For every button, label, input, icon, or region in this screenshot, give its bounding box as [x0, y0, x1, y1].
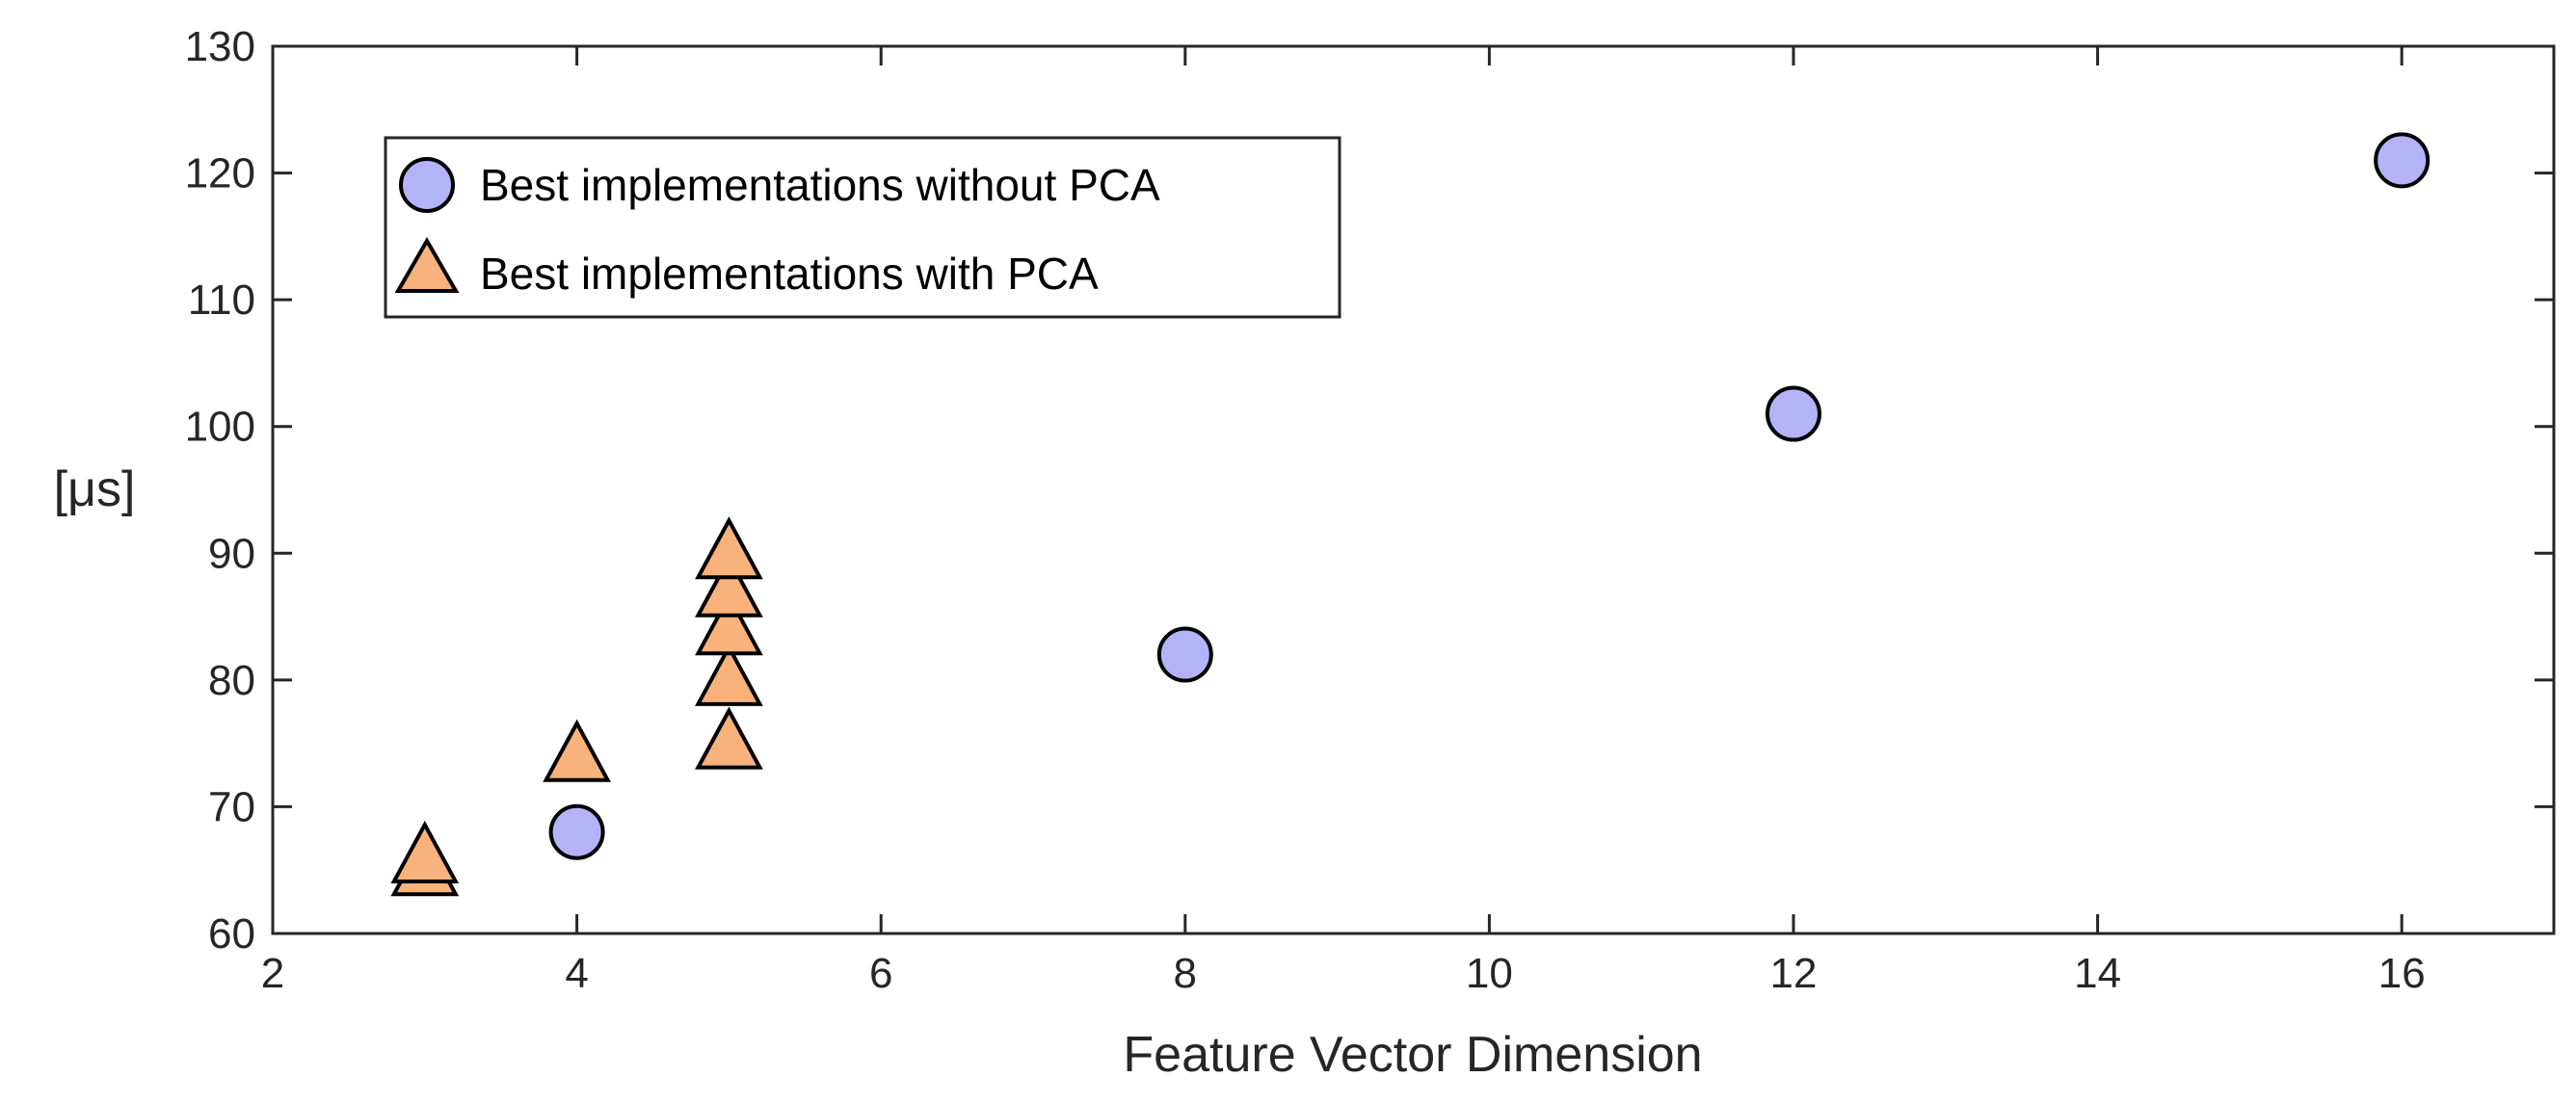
axis-ticks	[271, 44, 2554, 935]
triangle-point	[695, 706, 763, 770]
legend-circle-marker	[399, 157, 455, 213]
y-tick-label: 130	[185, 23, 255, 70]
legend-triangle-marker	[394, 236, 460, 293]
x-tick-label: 4	[565, 950, 588, 997]
y-axis-label: [μs]	[54, 461, 136, 517]
tick-labels: 2 4 6 8 10 12 14 16 60 70 80 90 100 110 120 130	[185, 23, 2426, 997]
data-markers	[390, 132, 2430, 897]
x-axis-label: Feature Vector Dimension	[1123, 1027, 1702, 1083]
legend-label-without-pca: Best implementations without PCA	[480, 160, 1160, 210]
y-tick-label: 80	[208, 657, 255, 704]
triangle-point	[695, 554, 763, 618]
y-tick-label: 110	[188, 276, 255, 324]
x-tick-label: 14	[2074, 950, 2121, 997]
legend-label-with-pca: Best implementations with PCA	[480, 249, 1099, 299]
x-tick-label: 12	[1770, 950, 1818, 997]
y-tick-label: 90	[208, 530, 255, 577]
x-tick-label: 10	[1466, 950, 1513, 997]
legend: Best implementations without PCA Best im…	[384, 136, 1341, 319]
triangle-point	[695, 516, 763, 580]
triangle-point	[390, 820, 460, 884]
circle-point	[1766, 385, 1821, 442]
x-tick-label: 8	[1174, 950, 1197, 997]
x-tick-label: 6	[869, 950, 892, 997]
plot-frame	[271, 44, 2556, 935]
circle-point	[1156, 626, 1213, 683]
y-tick-label: 100	[185, 404, 255, 451]
triangle-point	[695, 592, 763, 656]
triangle-point	[543, 719, 611, 782]
triangle-point	[695, 643, 763, 706]
y-tick-label: 120	[185, 150, 255, 197]
y-tick-label: 60	[208, 910, 255, 958]
y-tick-label: 70	[208, 783, 255, 830]
legend-box	[384, 136, 1341, 319]
circle-point	[2374, 132, 2430, 189]
circle-point	[548, 803, 605, 860]
x-tick-label: 2	[261, 950, 284, 997]
x-tick-label: 16	[2378, 950, 2426, 997]
